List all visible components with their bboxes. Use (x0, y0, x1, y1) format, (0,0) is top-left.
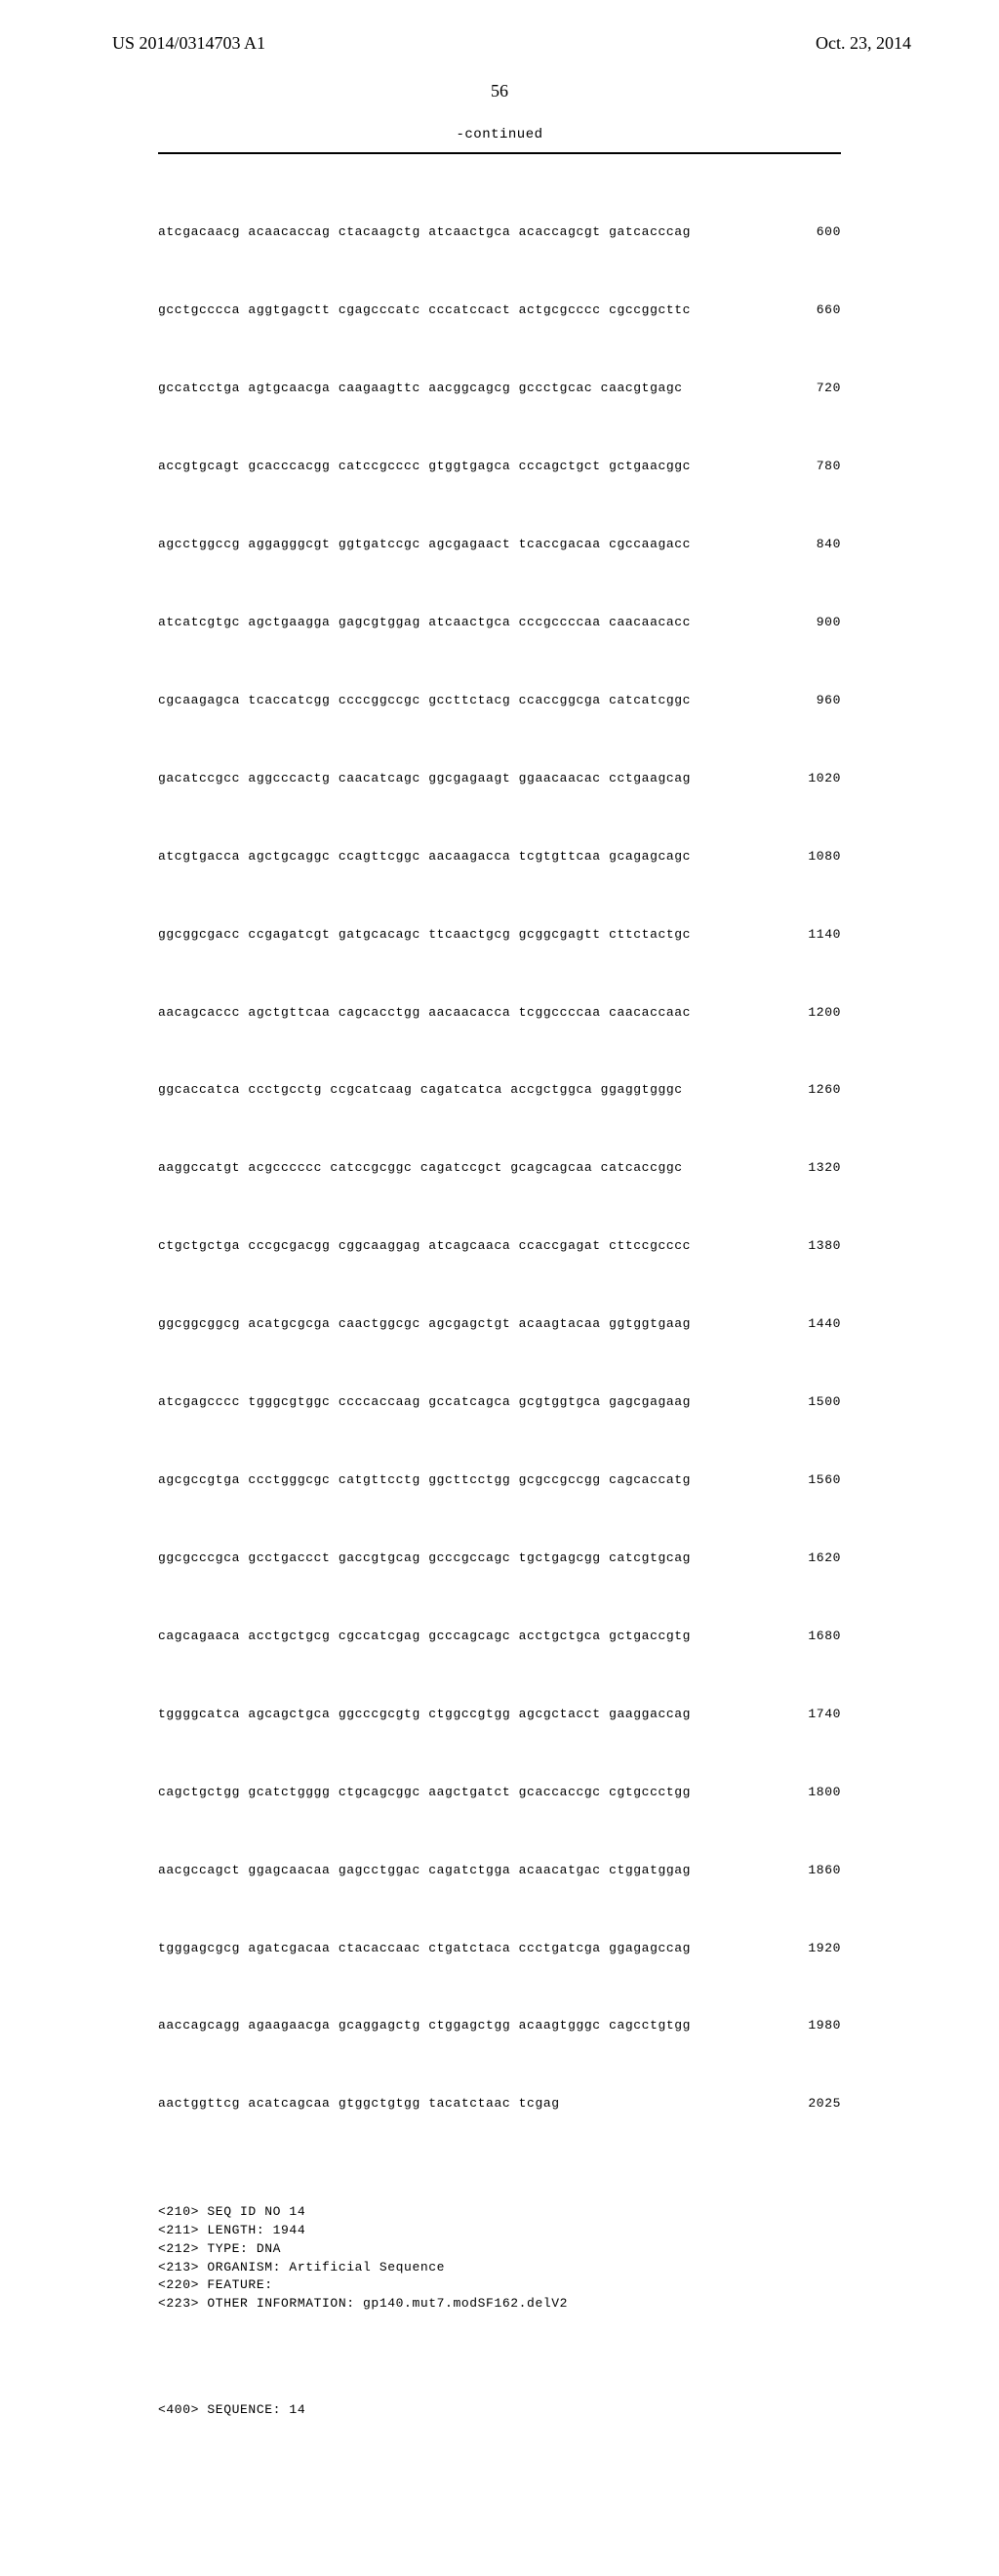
seq-row: aacagcaccc agctgttcaa cagcacctgg aacaaca… (158, 1000, 841, 1026)
sequence-meta: <210> SEQ ID NO 14<211> LENGTH: 1944<212… (158, 2203, 841, 2314)
seq-num: 1620 (792, 1546, 841, 1572)
seq-row: cagctgctgg gcatctgggg ctgcagcggc aagctga… (158, 1780, 841, 1806)
seq-row: aaccagcagg agaagaacga gcaggagctg ctggagc… (158, 2013, 841, 2039)
seq-num: 660 (792, 298, 841, 324)
seq-row: atcatcgtgc agctgaagga gagcgtggag atcaact… (158, 610, 841, 636)
seq-num: 900 (792, 610, 841, 636)
seq-num: 1560 (792, 1468, 841, 1494)
publication-date: Oct. 23, 2014 (816, 33, 911, 54)
seq-row: agcctggccg aggagggcgt ggtgatccgc agcgaga… (158, 532, 841, 558)
seq-num: 1800 (792, 1780, 841, 1806)
seq-num: 1320 (792, 1155, 841, 1182)
continued-label: -continued (0, 127, 999, 142)
seq-text: ggcggcggcg acatgcgcga caactggcgc agcgagc… (158, 1311, 691, 1338)
seq-row: aacgccagct ggagcaacaa gagcctggac cagatct… (158, 1858, 841, 1884)
seq-text: ggcggcgacc ccgagatcgt gatgcacagc ttcaact… (158, 922, 691, 948)
seq-text: agcctggccg aggagggcgt ggtgatccgc agcgaga… (158, 532, 691, 558)
seq-num: 1380 (792, 1233, 841, 1260)
seq-num: 1740 (792, 1702, 841, 1728)
seq-text: tgggagcgcg agatcgacaa ctacaccaac ctgatct… (158, 1936, 691, 1962)
seq-num: 780 (792, 454, 841, 480)
seq-row: accgtgcagt gcacccacgg catccgcccc gtggtga… (158, 454, 841, 480)
seq-text: cgcaagagca tcaccatcgg ccccggccgc gccttct… (158, 688, 691, 714)
seq-num: 1980 (792, 2013, 841, 2039)
seq-text: aaccagcagg agaagaacga gcaggagctg ctggagc… (158, 2013, 691, 2039)
seq-num: 840 (792, 532, 841, 558)
seq-num: 1200 (792, 1000, 841, 1026)
meta-line: <400> SEQUENCE: 14 (158, 2401, 841, 2420)
seq-row: aactggttcg acatcagcaa gtggctgtgg tacatct… (158, 2091, 841, 2117)
seq-text: cagctgctgg gcatctgggg ctgcagcggc aagctga… (158, 1780, 691, 1806)
seq-text: atcgtgacca agctgcaggc ccagttcggc aacaaga… (158, 844, 691, 870)
seq-num: 1440 (792, 1311, 841, 1338)
seq-text: ctgctgctga cccgcgacgg cggcaaggag atcagca… (158, 1233, 691, 1260)
seq-row: atcgagcccc tgggcgtggc ccccaccaag gccatca… (158, 1389, 841, 1416)
seq-row: tggggcatca agcagctgca ggcccgcgtg ctggccg… (158, 1702, 841, 1728)
seq-text: gacatccgcc aggcccactg caacatcagc ggcgaga… (158, 766, 691, 792)
seq-text: cagcagaaca acctgctgcg cgccatcgag gcccagc… (158, 1624, 691, 1650)
seq-row: ggcaccatca ccctgcctg ccgcatcaag cagatcat… (158, 1077, 841, 1104)
seq-text: gccatcctga agtgcaacga caagaagttc aacggca… (158, 376, 683, 402)
seq-row: cgcaagagca tcaccatcgg ccccggccgc gccttct… (158, 688, 841, 714)
seq-row: agcgccgtga ccctgggcgc catgttcctg ggcttcc… (158, 1468, 841, 1494)
seq-row: ggcggcggcg acatgcgcga caactggcgc agcgagc… (158, 1311, 841, 1338)
meta-line: <210> SEQ ID NO 14 (158, 2203, 841, 2222)
meta-line: <211> LENGTH: 1944 (158, 2222, 841, 2240)
seq-num: 600 (792, 220, 841, 246)
seq-num: 720 (792, 376, 841, 402)
seq-text: ggcgcccgca gcctgaccct gaccgtgcag gcccgcc… (158, 1546, 691, 1572)
seq-num: 1860 (792, 1858, 841, 1884)
seq-row: aaggccatgt acgcccccc catccgcggc cagatccg… (158, 1155, 841, 1182)
meta-line: <213> ORGANISM: Artificial Sequence (158, 2259, 841, 2277)
seq-num: 960 (792, 688, 841, 714)
seq-row: tgggagcgcg agatcgacaa ctacaccaac ctgatct… (158, 1936, 841, 1962)
meta-line: <223> OTHER INFORMATION: gp140.mut7.modS… (158, 2295, 841, 2314)
seq-text: ggcaccatca ccctgcctg ccgcatcaag cagatcat… (158, 1077, 683, 1104)
seq-text: tggggcatca agcagctgca ggcccgcgtg ctggccg… (158, 1702, 691, 1728)
seq-text: aaggccatgt acgcccccc catccgcggc cagatccg… (158, 1155, 683, 1182)
sequence-meta-400: <400> SEQUENCE: 14 (158, 2401, 841, 2420)
seq-num: 2025 (792, 2091, 841, 2117)
seq-num: 1260 (792, 1077, 841, 1104)
seq-row: atcgtgacca agctgcaggc ccagttcggc aacaaga… (158, 844, 841, 870)
seq-text: agcgccgtga ccctgggcgc catgttcctg ggcttcc… (158, 1468, 691, 1494)
seq-row: ggcgcccgca gcctgaccct gaccgtgcag gcccgcc… (158, 1546, 841, 1572)
seq-row: gacatccgcc aggcccactg caacatcagc ggcgaga… (158, 766, 841, 792)
seq-row: ctgctgctga cccgcgacgg cggcaaggag atcagca… (158, 1233, 841, 1260)
publication-number: US 2014/0314703 A1 (112, 33, 265, 54)
page: US 2014/0314703 A1 Oct. 23, 2014 56 -con… (0, 0, 999, 1288)
seq-text: aacgccagct ggagcaacaa gagcctggac cagatct… (158, 1858, 691, 1884)
seq-text: accgtgcagt gcacccacgg catccgcccc gtggtga… (158, 454, 691, 480)
header: US 2014/0314703 A1 Oct. 23, 2014 (0, 0, 999, 54)
seq-text: atcgagcccc tgggcgtggc ccccaccaag gccatca… (158, 1389, 691, 1416)
sequence-block-1: atcgacaacg acaacaccag ctacaagctg atcaact… (158, 152, 841, 2576)
seq-text: atcgacaacg acaacaccag ctacaagctg atcaact… (158, 220, 691, 246)
page-number: 56 (0, 81, 999, 101)
seq-num: 1680 (792, 1624, 841, 1650)
seq-row: gccatcctga agtgcaacga caagaagttc aacggca… (158, 376, 841, 402)
seq-text: atcatcgtgc agctgaagga gagcgtggag atcaact… (158, 610, 691, 636)
seq-row: ggcggcgacc ccgagatcgt gatgcacagc ttcaact… (158, 922, 841, 948)
seq-text: aactggttcg acatcagcaa gtggctgtgg tacatct… (158, 2091, 560, 2117)
seq-row: atcgacaacg acaacaccag ctacaagctg atcaact… (158, 220, 841, 246)
seq-row: gcctgcccca aggtgagctt cgagcccatc cccatcc… (158, 298, 841, 324)
seq-num: 1140 (792, 922, 841, 948)
seq-num: 1020 (792, 766, 841, 792)
seq-num: 1920 (792, 1936, 841, 1962)
seq-num: 1080 (792, 844, 841, 870)
seq-num: 1500 (792, 1389, 841, 1416)
seq-text: aacagcaccc agctgttcaa cagcacctgg aacaaca… (158, 1000, 691, 1026)
seq-text: gcctgcccca aggtgagctt cgagcccatc cccatcc… (158, 298, 691, 324)
meta-line: <220> FEATURE: (158, 2276, 841, 2295)
seq-row: cagcagaaca acctgctgcg cgccatcgag gcccagc… (158, 1624, 841, 1650)
meta-line: <212> TYPE: DNA (158, 2240, 841, 2259)
